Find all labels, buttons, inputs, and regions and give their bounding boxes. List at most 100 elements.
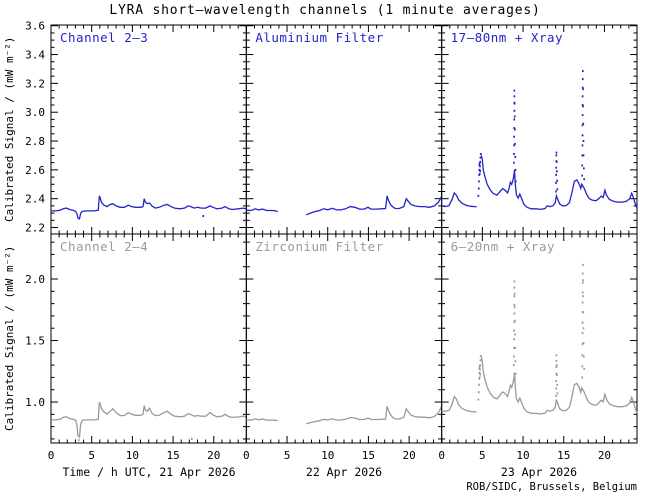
x-axis-date-label-22-apr: 22 Apr 2026 bbox=[305, 465, 383, 479]
data-point-dot bbox=[583, 355, 585, 358]
data-point-dot bbox=[556, 374, 558, 376]
data-point-dot bbox=[513, 153, 515, 155]
x-tick-label: 20 bbox=[598, 449, 611, 462]
data-point-dot bbox=[513, 109, 516, 112]
data-point-dot bbox=[514, 360, 517, 363]
data-point-dot bbox=[513, 303, 516, 306]
data-point-dot bbox=[556, 179, 558, 182]
panel-label: 6—20nm + Xray bbox=[451, 239, 555, 254]
data-point-dot bbox=[513, 161, 515, 164]
panel-channel-2-4: 0 5 10 15 20 1.0 1.5 2.0 Channel 2—4 bbox=[25, 233, 247, 462]
panel-6-20nm-xray: 0 5 10 15 20 6—20nm + Xray bbox=[438, 233, 638, 462]
data-point-dot bbox=[513, 115, 516, 118]
data-point-dot bbox=[479, 364, 482, 367]
data-point-dot bbox=[555, 173, 557, 176]
data-point-dot bbox=[581, 144, 584, 147]
data-point-dot bbox=[583, 167, 585, 170]
data-point-dot bbox=[478, 168, 481, 171]
data-point-dot bbox=[513, 321, 516, 324]
data-point-dot bbox=[77, 439, 80, 442]
x-tick-label: 0 bbox=[48, 449, 55, 462]
data-point-dot bbox=[479, 156, 482, 159]
data-point-dot bbox=[582, 88, 584, 91]
data-point-dot bbox=[555, 364, 558, 367]
data-point-dot bbox=[514, 346, 517, 349]
panel-zirconium-filter: 0 5 10 15 20 Zirconium Filter bbox=[243, 233, 443, 462]
data-point-dot bbox=[581, 272, 584, 275]
data-point-dot bbox=[513, 312, 516, 315]
data-point-dot bbox=[581, 78, 584, 81]
data-point-dot bbox=[478, 376, 481, 379]
y-tick-label: 1.0 bbox=[25, 396, 45, 409]
y-tick-label: 2.8 bbox=[25, 135, 45, 148]
y-tick-label: 3.4 bbox=[25, 49, 45, 62]
data-point-dot bbox=[477, 187, 480, 190]
data-point-dot bbox=[513, 127, 515, 130]
data-point-dot bbox=[581, 95, 584, 98]
data-point-dot bbox=[581, 86, 584, 89]
data-point-dot bbox=[555, 160, 558, 163]
data-point-dot bbox=[513, 135, 515, 138]
x-axis-date-label-23-apr: 23 Apr 2026 bbox=[500, 465, 578, 479]
credit-label: ROB/SIDC, Brussels, Belgium bbox=[466, 481, 637, 493]
x-tick-label: 5 bbox=[88, 449, 95, 462]
data-point-dot bbox=[555, 151, 558, 154]
data-point-dot bbox=[191, 437, 193, 440]
data-point-dot bbox=[581, 134, 584, 137]
x-tick-label: 5 bbox=[284, 449, 291, 462]
panel-channel-2-3: 2.2 2.4 2.6 2.8 3.0 3.2 3.4 3.6 Channel 2—3 bbox=[25, 20, 247, 235]
panel-aluminium-filter: Aluminium Filter bbox=[245, 24, 443, 235]
data-point-dot bbox=[555, 166, 558, 169]
panel-frame bbox=[441, 24, 638, 235]
data-point-dot bbox=[513, 118, 516, 121]
data-point-dot bbox=[478, 365, 481, 368]
data-point-dot bbox=[581, 376, 583, 379]
data-point-dot bbox=[581, 281, 584, 284]
data-point-dot bbox=[581, 365, 584, 368]
data-point-dot bbox=[555, 372, 558, 375]
x-tick-label: 0 bbox=[243, 449, 250, 462]
data-point-dot bbox=[479, 359, 482, 362]
data-point-dot bbox=[478, 163, 481, 166]
data-point-dot bbox=[581, 343, 584, 346]
data-point-dot bbox=[479, 373, 481, 376]
data-point-dot bbox=[478, 367, 481, 370]
panel-17-80nm-xray: 17—80nm + Xray bbox=[441, 24, 638, 235]
data-point-dot bbox=[514, 168, 517, 171]
data-point-dot bbox=[555, 380, 557, 383]
data-point-dot bbox=[514, 319, 516, 322]
data-point-dot bbox=[581, 104, 584, 106]
chart-title: LYRA short—wavelength channels (1 minute… bbox=[109, 3, 541, 18]
data-point-dot bbox=[582, 140, 585, 142]
data-series-line bbox=[246, 405, 443, 425]
data-point-dot bbox=[556, 383, 558, 386]
data-point-dot bbox=[513, 338, 515, 341]
y-axis-label-bottom-row: Calibrated Signal / (mW m⁻²) bbox=[3, 245, 16, 432]
data-point-dot bbox=[478, 173, 481, 176]
y-axis-label-top-row: Calibrated Signal / (mW m⁻²) bbox=[3, 36, 16, 223]
y-tick-label: 2.6 bbox=[25, 164, 45, 177]
panel-label: Aluminium Filter bbox=[255, 30, 383, 45]
data-point-dot bbox=[581, 354, 584, 357]
data-point-dot bbox=[582, 154, 585, 157]
x-axis-date-label-21-apr: Time / h UTC, 21 Apr 2026 bbox=[62, 465, 236, 479]
data-point-dot bbox=[514, 372, 517, 375]
x-tick-label: 15 bbox=[166, 449, 179, 462]
data-point-dot bbox=[478, 372, 481, 375]
data-point-dot bbox=[514, 155, 517, 158]
data-point-dot bbox=[514, 333, 516, 336]
data-point-dot bbox=[513, 295, 516, 298]
data-point-dot bbox=[555, 190, 557, 193]
data-series-line bbox=[246, 195, 443, 216]
panel-label: Zirconium Filter bbox=[255, 239, 383, 254]
panel-frame bbox=[245, 233, 443, 444]
data-point-dot bbox=[555, 394, 557, 397]
data-point-dot bbox=[582, 263, 584, 266]
data-series-line bbox=[51, 401, 247, 439]
data-point-dot bbox=[582, 279, 584, 282]
data-point-dot bbox=[478, 162, 481, 165]
data-point-dot bbox=[477, 194, 480, 197]
data-point-dot bbox=[556, 170, 558, 173]
data-point-dot bbox=[479, 170, 481, 173]
data-point-dot bbox=[582, 311, 585, 314]
